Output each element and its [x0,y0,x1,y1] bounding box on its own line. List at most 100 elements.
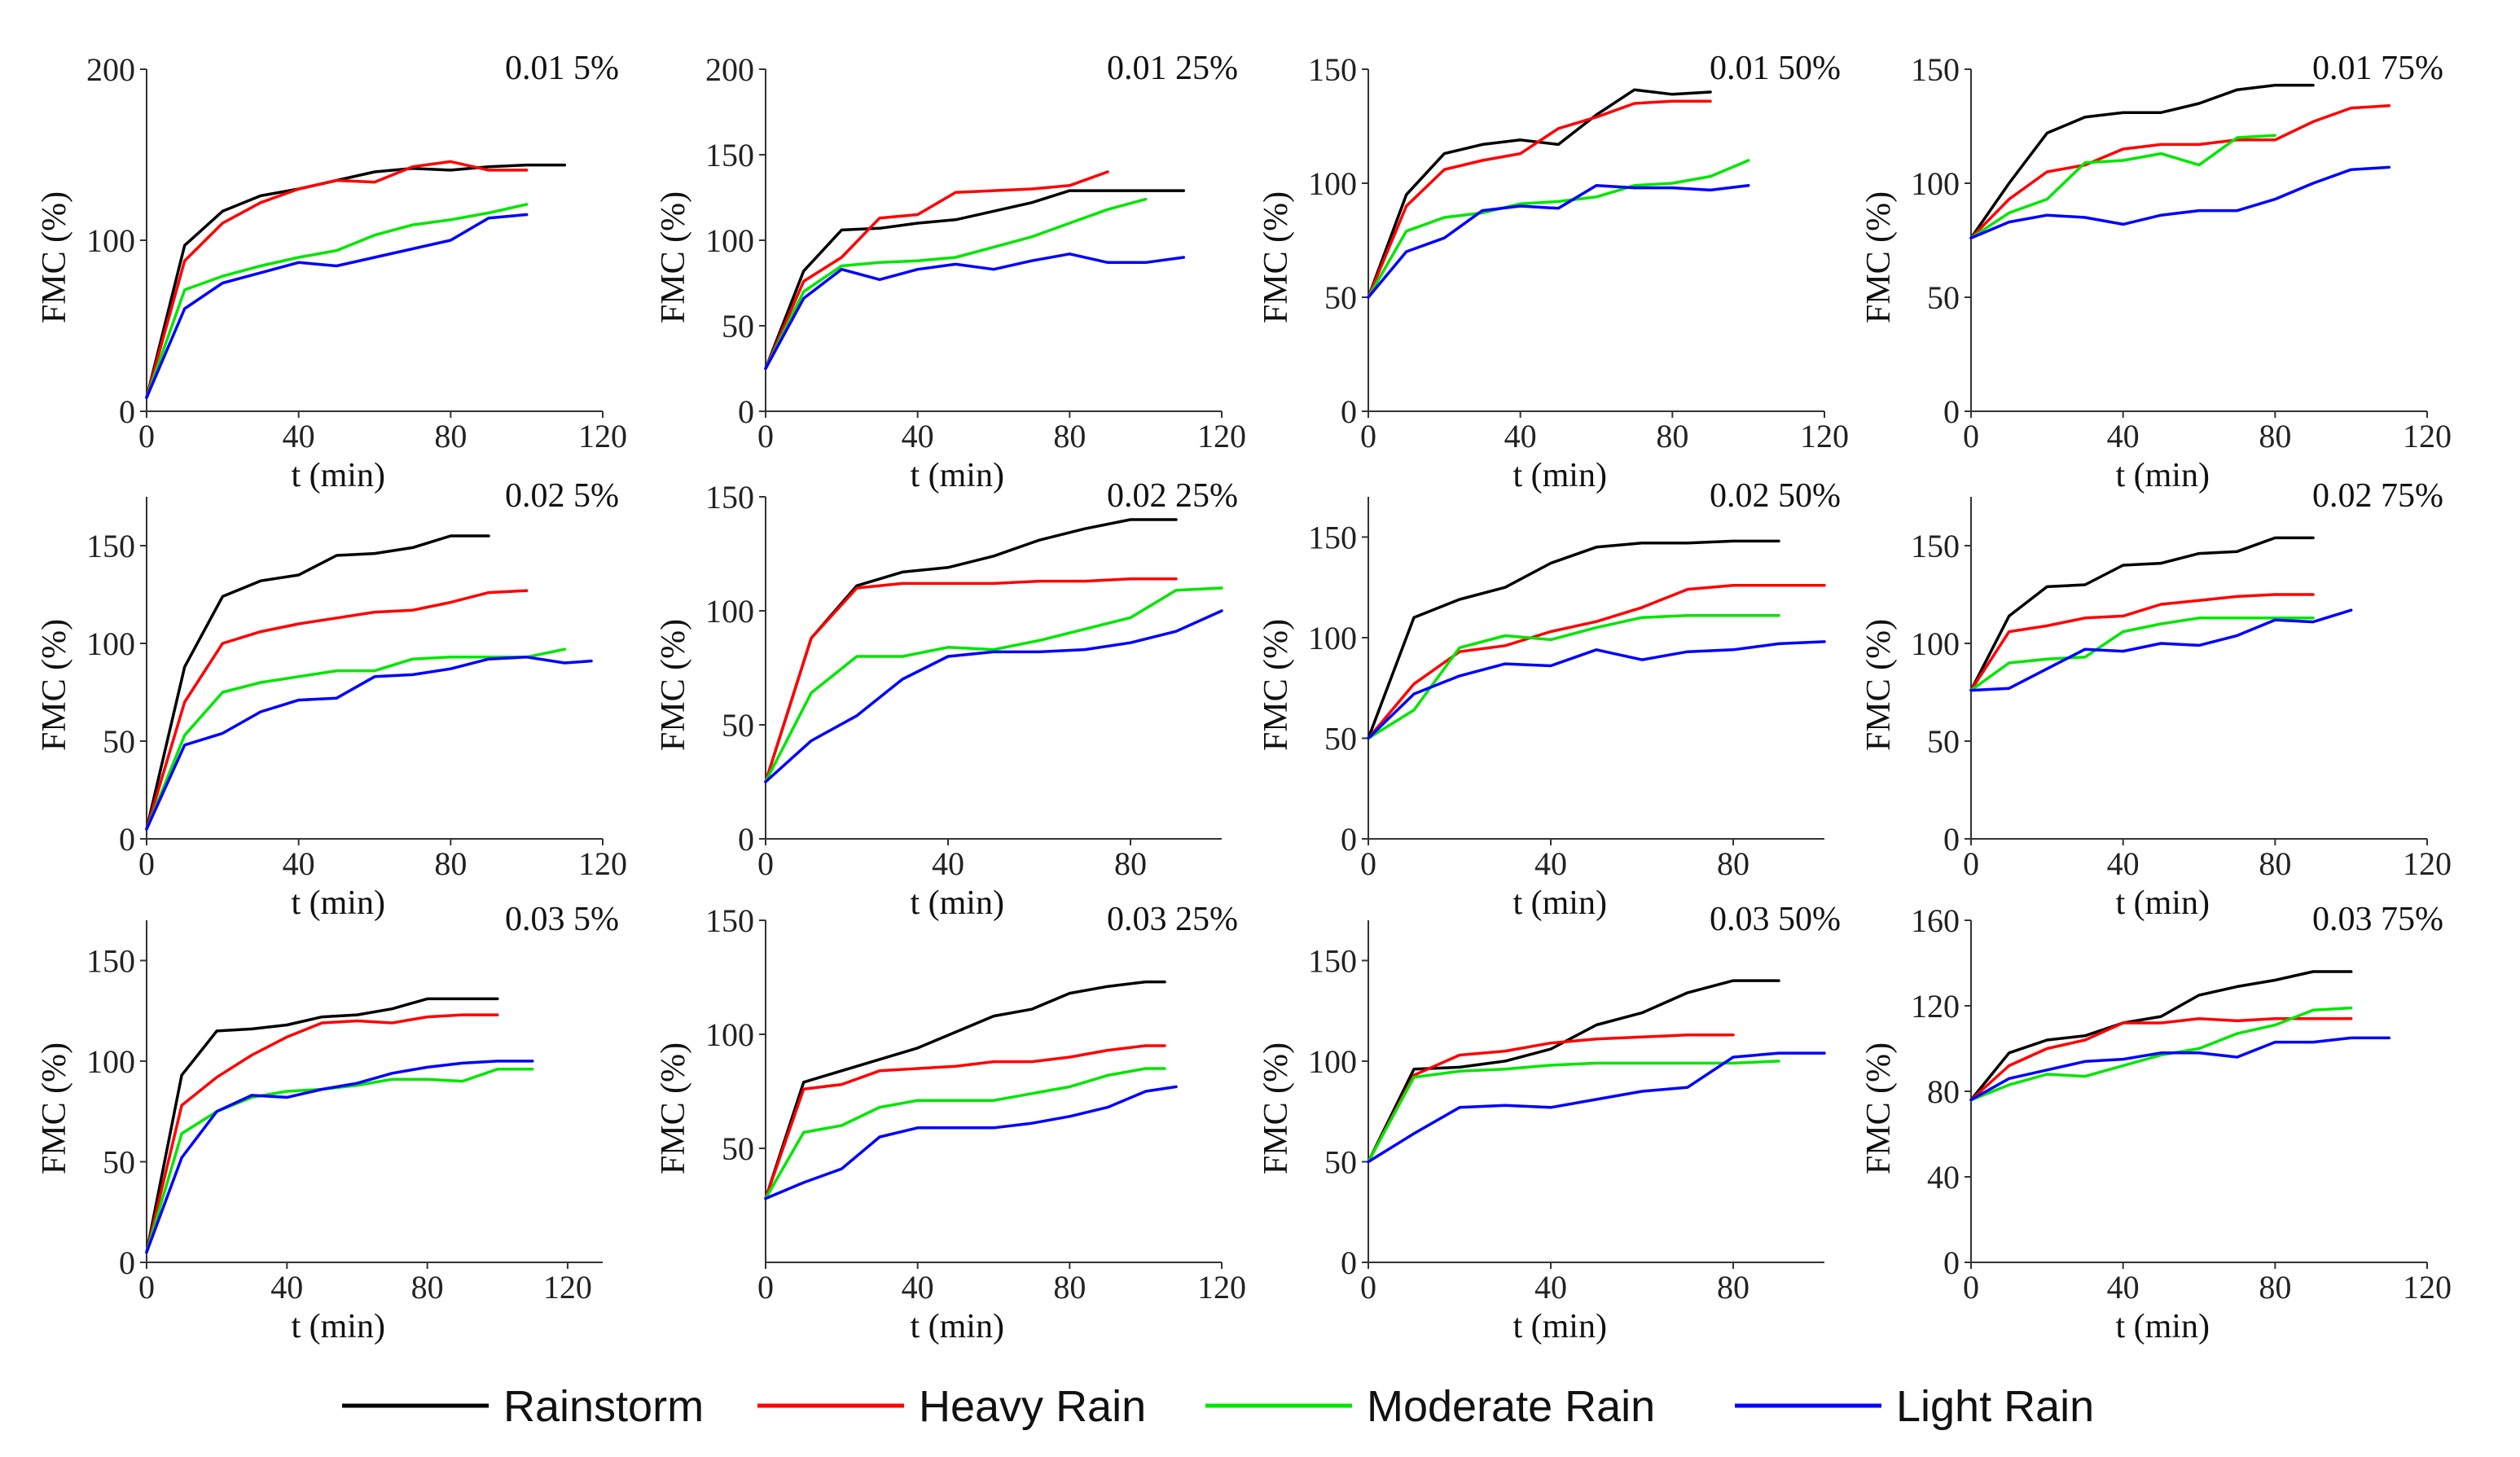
y-tick-label: 150 [1308,519,1357,555]
y-axis-title: FMC (%) [655,191,692,323]
x-tick-label: 40 [932,845,964,882]
y-tick-label: 0 [1943,1244,1960,1281]
series-line-heavy-rain [1969,1017,2353,1102]
panel-title: 0.03 5% [505,901,619,938]
series-line-moderate-rain [764,586,1223,783]
x-tick-label: 40 [2107,845,2140,882]
series-line-rainstorm [145,534,490,831]
y-tick-label: 50 [1927,723,1960,760]
y-tick-label: 100 [1308,165,1357,202]
y-tick-label: 150 [705,902,754,939]
series-line-light-rain [764,252,1186,371]
panel-10: 50 100 150 0 40 80 120 t (min) FMC (%) 0.03 25% [655,901,1246,1345]
series-line-moderate-rain [1969,134,2277,239]
x-tick-label: 0 [1963,418,1979,454]
y-tick-label: 50 [103,723,135,760]
x-axis-title: t (min) [2115,1308,2209,1345]
series-line-rainstorm [1367,979,1780,1164]
y-tick-label: 0 [738,821,754,858]
series-line-light-rain [1969,165,2391,239]
x-tick-label: 0 [138,1269,155,1306]
series-line-heavy-rain [764,577,1178,783]
x-tick-label: 0 [1963,845,1979,882]
y-tick-label: 40 [1927,1159,1960,1196]
panel-title: 0.03 25% [1107,901,1238,938]
x-tick-label: 120 [1800,418,1849,454]
panels: 0 100 200 0 40 80 120 t (min) FMC (%) 0.01 5% 0 50 1… [36,50,2452,1345]
series-line-light-rain [145,1060,534,1254]
panel-title: 0.03 50% [1710,901,1841,938]
y-tick-label: 0 [119,1244,135,1281]
x-tick-label: 0 [757,418,774,454]
x-tick-label: 40 [2107,1269,2140,1306]
x-tick-label: 80 [411,1269,444,1306]
x-axis-title: t (min) [910,884,1003,922]
y-tick-label: 100 [705,593,754,630]
x-tick-label: 40 [270,1269,303,1306]
x-tick-label: 80 [434,845,467,882]
panel-4: 0 50 100 150 0 40 80 120 t (min) FMC (%) 0.01 75% [1860,50,2452,494]
panel-3: 0 50 100 150 0 40 80 120 t (min) FMC (%) 0.01 50% [1258,50,1849,494]
x-tick-label: 80 [434,418,467,454]
y-tick-label: 120 [1911,988,1960,1025]
series-line-moderate-rain [145,203,529,399]
panel-title: 0.02 5% [505,477,619,515]
y-tick-label: 50 [1324,279,1357,316]
series-line-heavy-rain [145,1013,499,1254]
y-tick-label: 80 [1927,1073,1960,1110]
panel-9: 0 50 100 150 0 40 80 120 t (min) FMC (%) 0.03 5% [36,901,619,1345]
series-line-light-rain [1367,184,1750,299]
y-tick-label: 150 [86,942,135,979]
y-tick-label: 150 [1308,942,1357,979]
series-line-moderate-rain [1367,159,1750,299]
panel-7: 0 50 100 150 0 40 80 t (min) FMC (%) 0.02 50% [1258,477,1841,922]
y-tick-label: 150 [1911,51,1960,88]
x-tick-label: 0 [1360,845,1376,882]
panel-2: 0 50 100 150 200 0 40 80 120 t (min) FMC (%) 0.01 2… [655,50,1246,494]
x-axis-title: t (min) [1512,1308,1606,1345]
series-line-rainstorm [764,518,1178,783]
y-tick-label: 160 [1911,902,1960,939]
x-axis-title: t (min) [291,1308,384,1345]
x-tick-label: 40 [902,1269,934,1306]
panel-title: 0.02 75% [2312,477,2443,515]
x-tick-label: 0 [138,845,155,882]
series-line-rainstorm [1969,970,2353,1102]
y-tick-label: 100 [86,1043,135,1080]
x-tick-label: 0 [757,845,774,882]
series-line-light-rain [1367,1051,1826,1164]
series-line-heavy-rain [1367,1034,1735,1164]
y-tick-label: 100 [1308,620,1357,656]
series-line-moderate-rain [1367,614,1780,740]
y-axis-title: FMC (%) [36,619,73,751]
x-tick-label: 120 [578,418,627,454]
series-line-light-rain [1367,640,1826,740]
legend-label-light-rain: Light Rain [1896,1382,2094,1431]
x-tick-label: 40 [1534,845,1567,882]
x-axis-title: t (min) [2115,457,2209,494]
series-line-heavy-rain [1969,104,2391,239]
x-tick-label: 120 [1197,418,1246,454]
x-tick-label: 120 [2403,845,2452,882]
x-tick-label: 120 [1197,1269,1246,1306]
panel-title: 0.01 75% [2312,50,2443,87]
x-tick-label: 40 [2107,418,2140,454]
panel-title: 0.02 25% [1107,477,1238,515]
x-axis-title: t (min) [291,457,384,494]
panel-title: 0.01 25% [1107,50,1238,87]
series-line-heavy-rain [145,589,529,831]
y-axis-title: FMC (%) [655,1042,692,1174]
x-tick-label: 0 [1360,418,1376,454]
x-tick-label: 80 [1656,418,1688,454]
series-line-moderate-rain [764,1067,1166,1200]
x-axis-title: t (min) [910,1308,1003,1345]
x-tick-label: 40 [1504,418,1537,454]
series-line-light-rain [145,656,593,831]
x-tick-label: 120 [2403,1269,2452,1306]
y-tick-label: 150 [86,528,135,564]
y-axis-title: FMC (%) [36,191,73,323]
series-line-heavy-rain [1969,593,2315,692]
y-tick-label: 50 [103,1143,135,1180]
y-tick-label: 150 [705,479,754,516]
